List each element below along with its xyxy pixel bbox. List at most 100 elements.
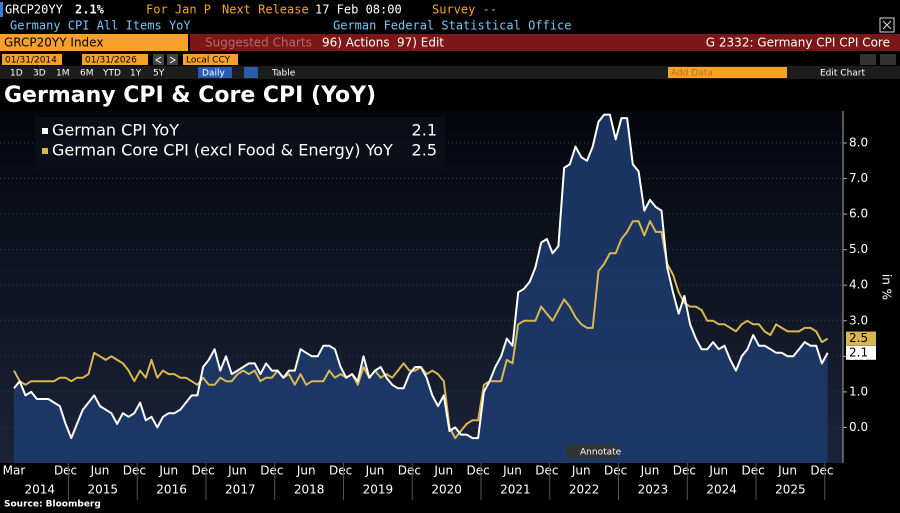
frequency: Daily — [202, 69, 225, 79]
x-tick-label: Dec — [604, 464, 627, 478]
year-label: 2025 — [775, 483, 806, 497]
actions-menu[interactable]: 96) Actions — [322, 36, 390, 50]
x-tick-label: Jun — [571, 464, 591, 478]
start-date: 01/31/2014 — [5, 56, 57, 66]
period-button[interactable]: YTD — [102, 69, 121, 79]
edit-menu[interactable]: 97) Edit — [397, 36, 444, 50]
x-tick-label: Dec — [54, 464, 77, 478]
x-tick-label: Jun — [90, 464, 110, 478]
y-tick-label: 6.0 — [849, 207, 868, 221]
x-tick-label: Jun — [502, 464, 522, 478]
add-data-box[interactable] — [668, 67, 787, 78]
currency: Local CCY — [186, 56, 231, 66]
table-button[interactable]: Table — [271, 69, 296, 79]
y-tick-label: 0.0 — [849, 420, 868, 434]
year-label: 2018 — [294, 483, 325, 497]
x-tick-label: Dec — [260, 464, 283, 478]
x-tick-label: Dec — [329, 464, 352, 478]
x-tick-label: Jun — [296, 464, 316, 478]
year-label: 2021 — [500, 483, 531, 497]
year-label: 2015 — [88, 483, 119, 497]
description: Germany CPI All Items YoY — [10, 19, 191, 33]
last-value-label: 2.1 — [849, 345, 868, 359]
x-tick-label: Jun — [777, 464, 797, 478]
x-tick-label: Dec — [123, 464, 146, 478]
year-label: 2022 — [569, 483, 600, 497]
period-button[interactable]: 5Y — [153, 69, 165, 79]
period-button[interactable]: 1M — [56, 69, 70, 79]
close-icon — [882, 20, 892, 30]
close-button[interactable] — [879, 17, 895, 33]
period-button[interactable]: 3D — [33, 69, 46, 79]
add-data: Add Data — [671, 69, 713, 79]
x-tick-label: Dec — [398, 464, 421, 478]
x-tick-label: Dec — [535, 464, 558, 478]
year-label: 2019 — [363, 483, 394, 497]
currency-box[interactable] — [183, 54, 238, 65]
ticker: GRCP20YY — [5, 3, 64, 17]
period: For Jan P — [146, 3, 211, 17]
x-tick-label: Jun — [640, 464, 660, 478]
x-tick-label: Dec — [191, 464, 214, 478]
release: 17 Feb 08:00 — [315, 3, 402, 17]
legend-swatch — [42, 128, 48, 134]
end-date: 01/31/2026 — [85, 56, 137, 66]
start-date-box[interactable] — [2, 54, 62, 65]
x-tick-label: Jun — [365, 464, 385, 478]
x-tick-label: Mar — [3, 464, 26, 478]
x-tick-label: Dec — [673, 464, 696, 478]
period-button[interactable]: 6M — [80, 69, 94, 79]
annotate-button[interactable] — [566, 445, 618, 458]
y-tick-label: 5.0 — [849, 242, 868, 256]
y-tick-label: 3.0 — [849, 313, 868, 327]
x-tick-label: Dec — [467, 464, 490, 478]
chart-type-button[interactable] — [244, 67, 258, 78]
y-axis-label: in % — [880, 274, 894, 300]
last-value-badge — [846, 345, 876, 360]
prev-button[interactable] — [153, 54, 164, 65]
security: GRCP20YY Index — [4, 36, 103, 50]
chart-title: Germany CPI & Core CPI (YoY) — [4, 83, 376, 108]
year-label: 2016 — [156, 483, 187, 497]
undo-button[interactable] — [860, 54, 876, 65]
source: Source: Bloomberg — [4, 500, 101, 510]
x-tick-label: Jun — [708, 464, 728, 478]
legend-label: German Core CPI (excl Food & Energy) YoY — [52, 141, 393, 160]
menu-bar — [190, 34, 900, 51]
end-date-box[interactable] — [82, 54, 148, 65]
security-box[interactable] — [0, 34, 188, 51]
annotate: Annotate — [580, 448, 622, 458]
period-button[interactable]: 1Y — [130, 69, 142, 79]
year-label: 2017 — [225, 483, 256, 497]
suggested-charts[interactable]: Suggested Charts — [205, 36, 312, 50]
last-value: 2.1% — [75, 3, 105, 17]
year-label: 2024 — [706, 483, 737, 497]
y-tick-label: 8.0 — [849, 136, 868, 150]
x-tick-label: Jun — [433, 464, 453, 478]
legend-box — [35, 117, 445, 169]
legend-label: German CPI YoY — [52, 121, 179, 140]
next-button[interactable] — [167, 54, 178, 65]
y-tick-label: 7.0 — [849, 171, 868, 185]
ticker-marker — [0, 2, 3, 17]
arrow-icons — [155, 56, 176, 64]
frequency-box[interactable] — [198, 67, 232, 78]
release-label: Next Release — [222, 3, 309, 17]
x-tick-label: Dec — [742, 464, 765, 478]
edit-chart[interactable]: Edit Chart — [820, 69, 865, 79]
source-org: German Federal Statistical Office — [333, 19, 571, 33]
year-label: 2020 — [431, 483, 462, 497]
legend-swatch — [42, 148, 48, 154]
chart-id: G 2332: Germany CPI CPI Core — [706, 36, 890, 50]
last-value-label: 2.5 — [849, 331, 868, 345]
redo-button[interactable] — [880, 54, 896, 65]
legend-value: 2.5 — [412, 141, 437, 160]
period-button[interactable]: 1D — [10, 69, 23, 79]
x-tick-label: Dec — [810, 464, 833, 478]
last-value-badge — [846, 331, 876, 346]
year-label: 2023 — [638, 483, 669, 497]
line — [13, 113, 829, 440]
legend-value: 2.1 — [412, 121, 437, 140]
y-tick-label: 4.0 — [849, 278, 868, 292]
